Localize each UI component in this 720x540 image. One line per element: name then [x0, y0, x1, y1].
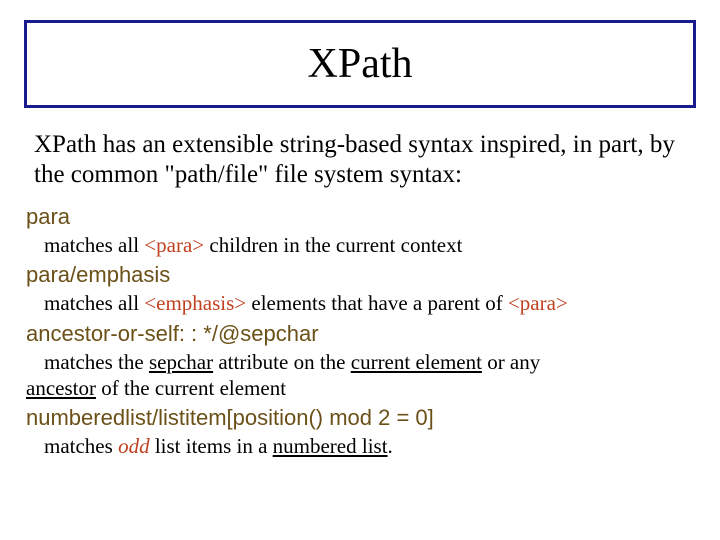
code-desc-1: matches all <para> children in the curre…	[26, 232, 706, 258]
code-desc-4: matches odd list items in a numbered lis…	[26, 433, 706, 459]
text: matches all	[44, 291, 144, 315]
text: matches all	[44, 233, 144, 257]
underline-numbered-list: numbered list	[273, 434, 388, 458]
text: of the current element	[96, 376, 286, 400]
text: children in the current context	[204, 233, 462, 257]
entries-container: para matches all <para> children in the …	[26, 200, 706, 463]
tag-emphasis: <emphasis>	[144, 291, 246, 315]
text: elements that have a parent of	[246, 291, 508, 315]
tag-para: <para>	[144, 233, 204, 257]
code-desc-2: matches all <emphasis> elements that hav…	[26, 290, 706, 316]
title-box: XPath	[24, 20, 696, 108]
code-example-4: numberedlist/listitem[position() mod 2 =…	[26, 405, 706, 431]
text: .	[388, 434, 393, 458]
intro-paragraph: XPath has an extensible string-based syn…	[34, 130, 694, 190]
tag-para: <para>	[508, 291, 568, 315]
code-example-1: para	[26, 204, 706, 230]
text: list items in a	[150, 434, 273, 458]
underline-ancestor: ancestor	[26, 376, 96, 400]
text: or any	[482, 350, 540, 374]
underline-current-element: current element	[351, 350, 482, 374]
odd-italic: odd	[118, 434, 150, 458]
text: attribute on the	[213, 350, 351, 374]
code-example-3: ancestor-or-self: : */@sepchar	[26, 321, 706, 347]
slide-title: XPath	[308, 40, 413, 88]
code-desc-3: matches the sepchar attribute on the cur…	[26, 349, 706, 402]
code-example-2: para/emphasis	[26, 262, 706, 288]
text: matches the	[44, 350, 149, 374]
text: matches	[44, 434, 118, 458]
underline-sepchar: sepchar	[149, 350, 213, 374]
